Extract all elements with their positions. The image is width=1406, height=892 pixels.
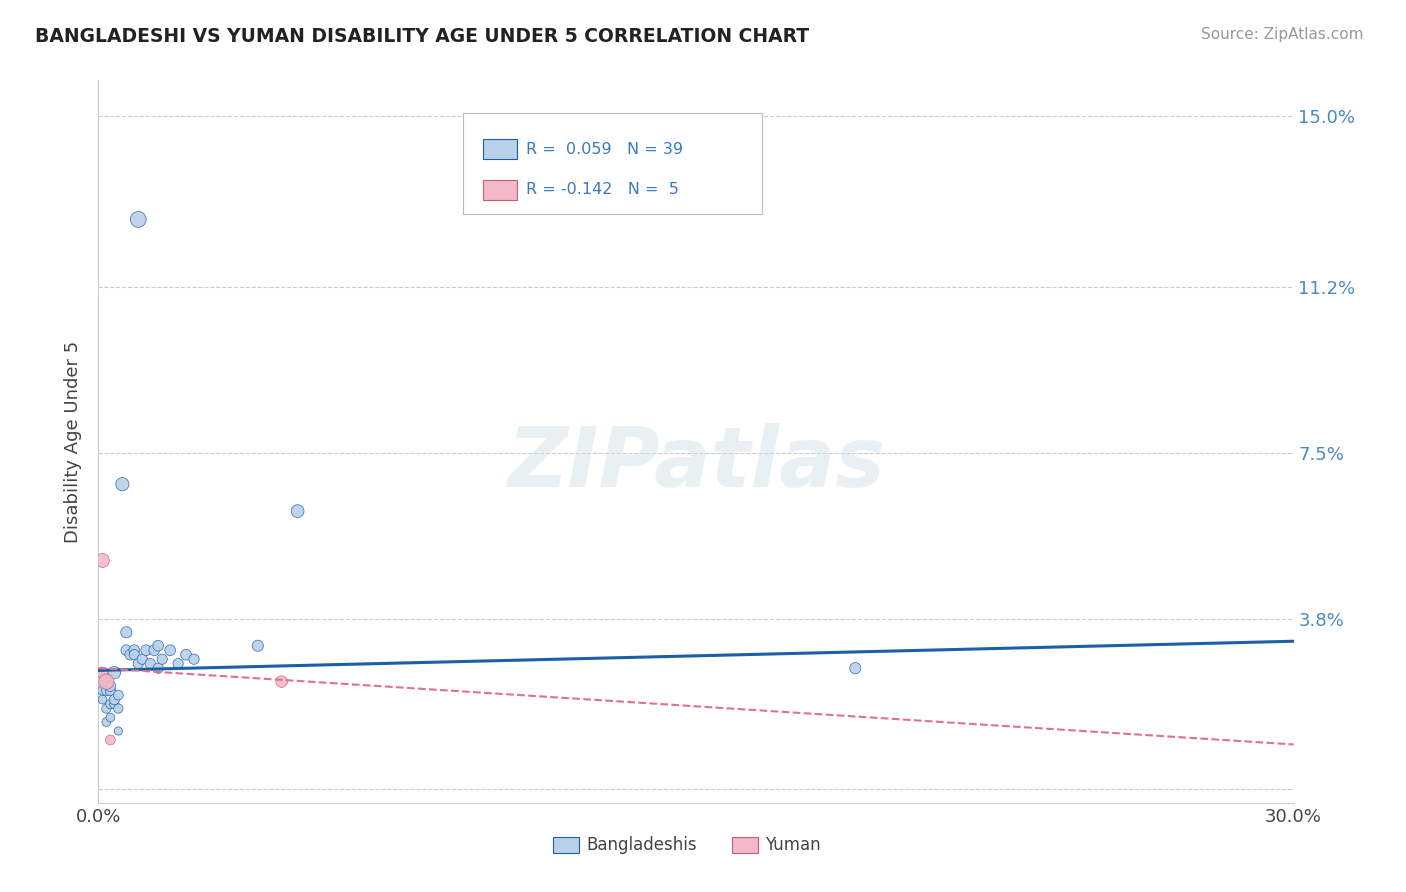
Point bbox=[107, 688, 129, 702]
Point bbox=[150, 652, 173, 666]
Point bbox=[107, 701, 129, 715]
Point bbox=[115, 625, 138, 640]
Point bbox=[98, 710, 122, 724]
Text: Source: ZipAtlas.com: Source: ZipAtlas.com bbox=[1201, 27, 1364, 42]
Point bbox=[120, 648, 142, 662]
Point bbox=[111, 477, 134, 491]
Bar bbox=[484, 179, 517, 200]
Point bbox=[96, 674, 118, 689]
Point bbox=[96, 701, 118, 715]
Bar bbox=[553, 838, 579, 854]
Point bbox=[96, 714, 118, 729]
Point bbox=[98, 679, 122, 693]
FancyBboxPatch shape bbox=[463, 112, 762, 214]
Point bbox=[103, 697, 125, 711]
Point bbox=[91, 665, 114, 680]
Text: Yuman: Yuman bbox=[765, 836, 821, 854]
Point bbox=[127, 212, 149, 227]
Point bbox=[127, 657, 149, 671]
Point bbox=[139, 657, 162, 671]
Point bbox=[103, 665, 125, 680]
Point bbox=[844, 661, 866, 675]
Point bbox=[148, 661, 170, 675]
Point bbox=[96, 683, 118, 698]
Point bbox=[98, 683, 122, 698]
Point bbox=[131, 652, 153, 666]
Point bbox=[91, 683, 114, 698]
Point bbox=[91, 692, 114, 706]
Point bbox=[91, 665, 114, 680]
Bar bbox=[733, 838, 758, 854]
Point bbox=[124, 648, 146, 662]
Text: Bangladeshis: Bangladeshis bbox=[586, 836, 696, 854]
Point bbox=[270, 674, 292, 689]
Text: BANGLADESHI VS YUMAN DISABILITY AGE UNDER 5 CORRELATION CHART: BANGLADESHI VS YUMAN DISABILITY AGE UNDE… bbox=[35, 27, 810, 45]
Point bbox=[115, 643, 138, 657]
Point bbox=[91, 553, 114, 567]
Point bbox=[174, 648, 197, 662]
Y-axis label: Disability Age Under 5: Disability Age Under 5 bbox=[65, 341, 83, 542]
Point bbox=[246, 639, 269, 653]
Point bbox=[98, 733, 122, 747]
Text: R =  0.059   N = 39: R = 0.059 N = 39 bbox=[526, 142, 683, 157]
Point bbox=[98, 697, 122, 711]
Point bbox=[107, 724, 129, 739]
Text: ZIPatlas: ZIPatlas bbox=[508, 423, 884, 504]
Point bbox=[148, 639, 170, 653]
Point bbox=[183, 652, 205, 666]
Point bbox=[143, 643, 166, 657]
Point bbox=[96, 674, 118, 689]
Bar bbox=[484, 139, 517, 160]
Text: R = -0.142   N =  5: R = -0.142 N = 5 bbox=[526, 182, 679, 197]
Point bbox=[167, 657, 190, 671]
Point bbox=[135, 643, 157, 657]
Point bbox=[159, 643, 181, 657]
Point bbox=[124, 643, 146, 657]
Point bbox=[287, 504, 309, 518]
Point bbox=[103, 692, 125, 706]
